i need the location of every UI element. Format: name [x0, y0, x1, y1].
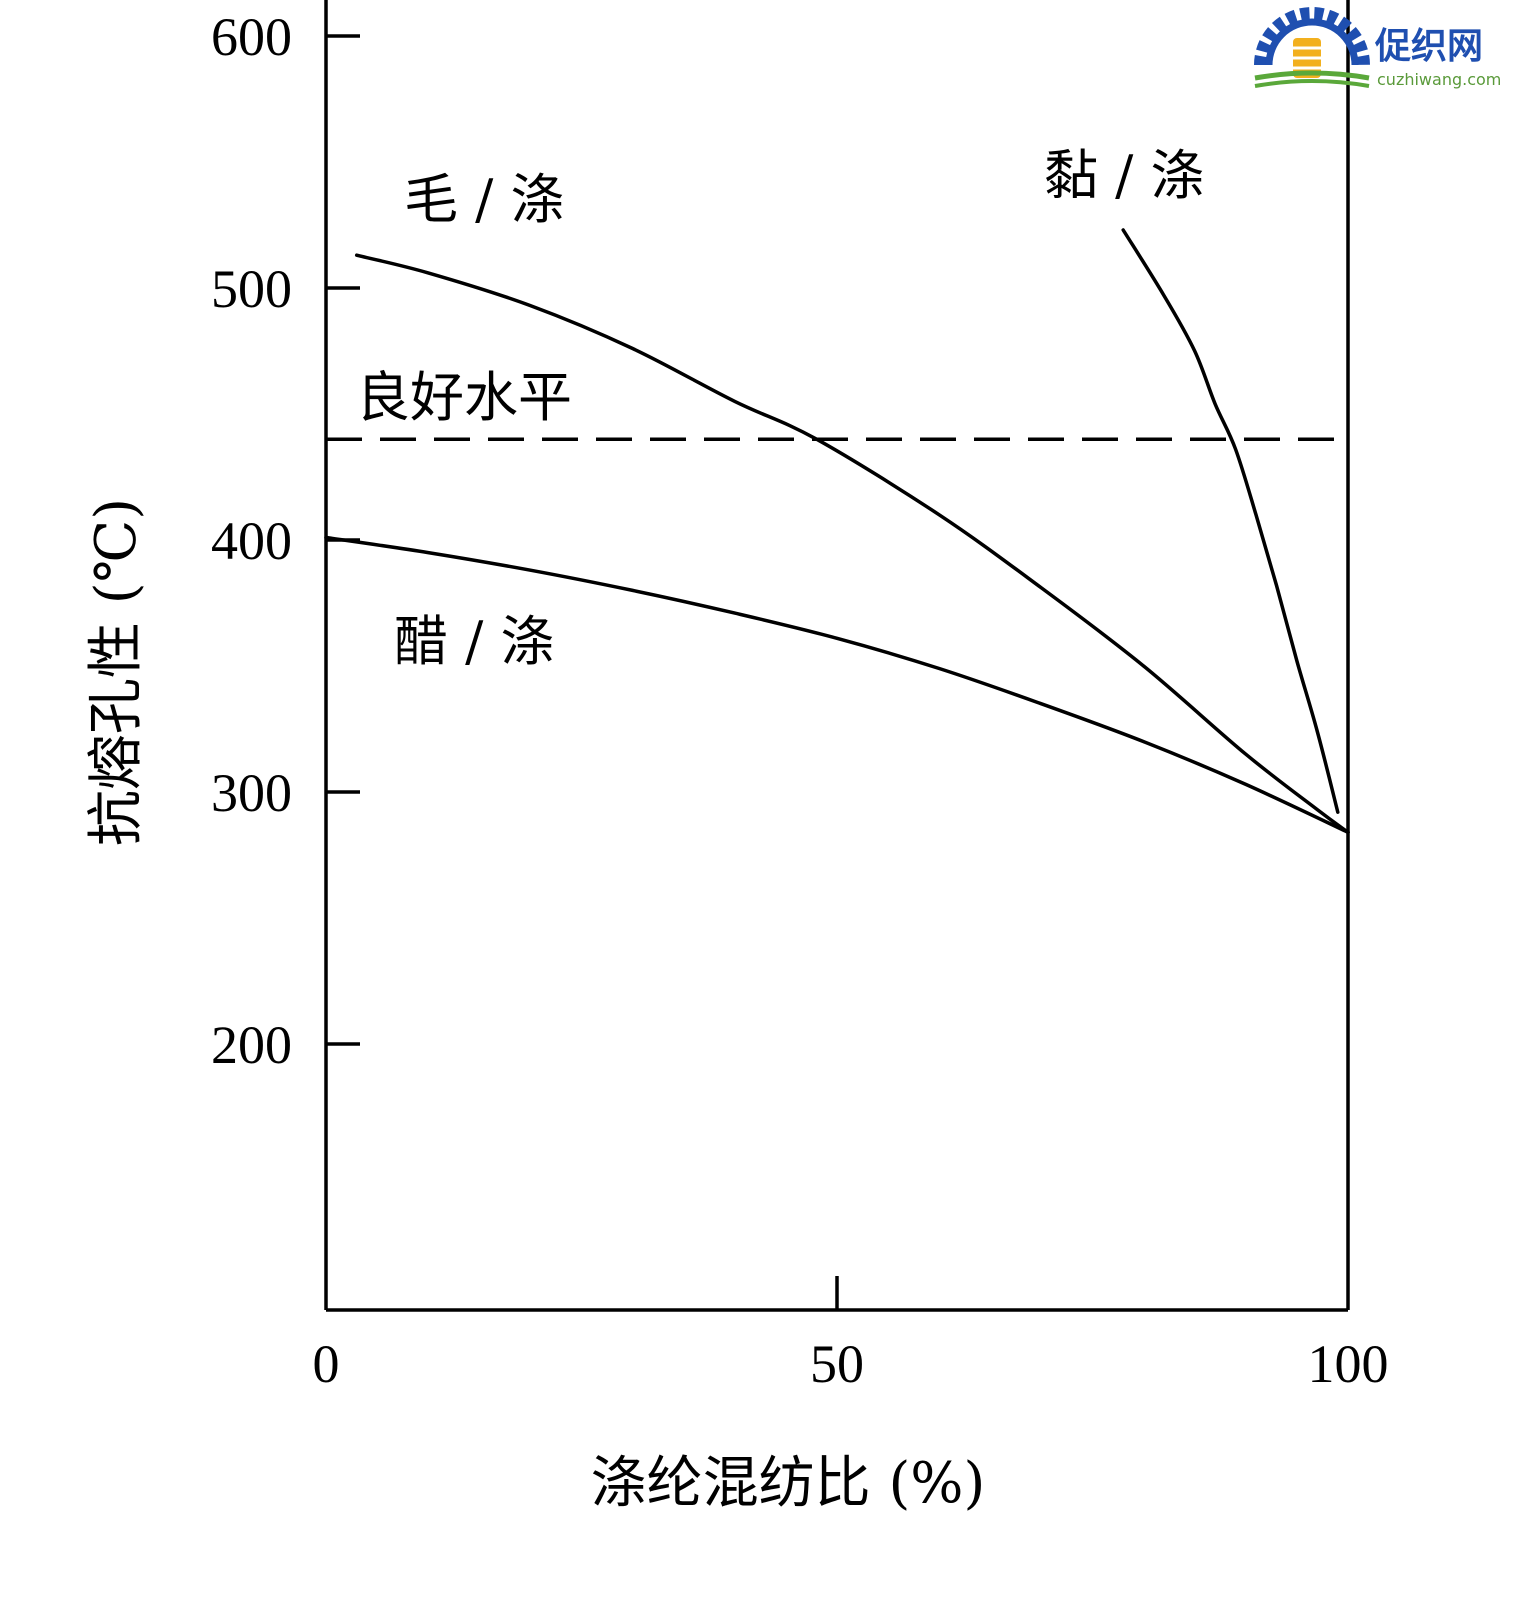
- x-tick-label: 0: [313, 1334, 340, 1394]
- series-label-acetate-polyester: 醋 / 涤: [394, 610, 555, 673]
- cuzhiwang-logo: 促织网 cuzhiwang.com: [1254, 7, 1501, 89]
- y-axis-title: 抗熔孔性 (℃): [84, 498, 149, 846]
- viscose-polyester-curve: [1121, 228, 1340, 814]
- x-tick-label: 100: [1308, 1334, 1389, 1394]
- logo-name: 促织网: [1374, 26, 1483, 67]
- series-label-wool-polyester: 毛 / 涤: [404, 168, 565, 231]
- series-group: [324, 228, 1350, 835]
- x-tick-label: 50: [810, 1334, 864, 1394]
- good-level-label: 良好水平: [356, 366, 572, 429]
- y-tick-label: 200: [211, 1015, 292, 1075]
- y-tick-label: 600: [211, 7, 292, 67]
- series-label-viscose-polyester: 黏 / 涤: [1044, 144, 1205, 207]
- tick-label-group: 200 300 400 500 600 0 50 100: [211, 7, 1389, 1394]
- y-tick-label: 500: [211, 259, 292, 319]
- x-axis-title: 涤纶混纺比 (%): [591, 1451, 986, 1516]
- logo-url: cuzhiwang.com: [1377, 70, 1501, 89]
- tick-group: [326, 34, 839, 1310]
- gear-icon: [1254, 7, 1370, 88]
- y-tick-label: 400: [211, 511, 292, 571]
- y-tick-label: 300: [211, 763, 292, 823]
- acetate-polyester-curve: [324, 535, 1350, 835]
- wool-polyester-curve: [354, 253, 1350, 835]
